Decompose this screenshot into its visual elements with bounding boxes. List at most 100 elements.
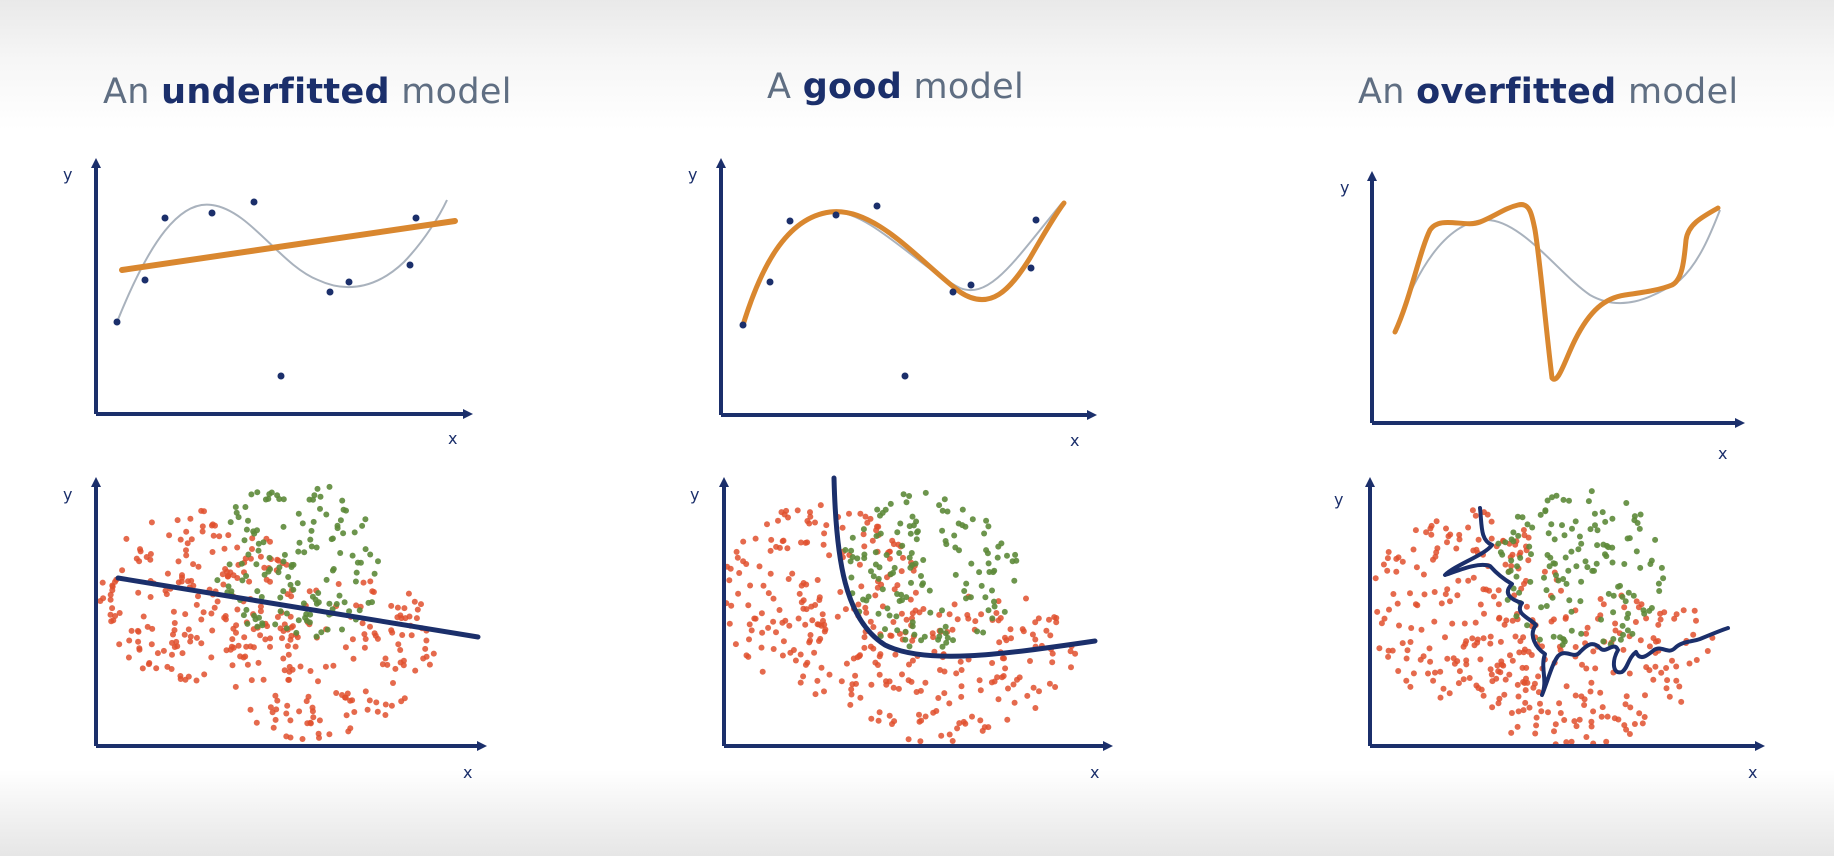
red-class-point [1508,729,1515,736]
red-class-point [758,610,765,617]
red-class-point [309,708,316,715]
red-class-point [286,668,293,675]
red-class-point [269,709,276,716]
red-class-point [1597,689,1604,696]
green-class-point [280,523,287,530]
red-class-point [169,651,175,658]
red-class-point [316,717,323,724]
red-class-point [1455,680,1462,687]
red-class-point [758,644,765,651]
red-class-point [164,570,171,577]
red-class-point [397,647,404,653]
green-class-point [1625,610,1632,617]
green-class-point [879,586,886,593]
red-class-point [886,712,893,719]
red-class-point [905,677,912,684]
red-class-point [876,709,883,716]
red-class-point [745,602,752,609]
green-class-point [1609,544,1616,551]
red-class-point [134,627,141,634]
red-class-point [874,523,880,530]
title-emphasis: overfitted [1416,72,1617,112]
red-class-point [748,627,755,634]
red-class-point [1487,633,1494,640]
red-class-point [931,648,938,655]
green-class-point [1566,497,1572,504]
green-class-point [943,541,950,548]
red-class-point [883,678,889,685]
red-class-point [1032,705,1039,711]
red-class-point [1002,665,1009,672]
red-class-point [1384,567,1391,574]
red-class-point [951,601,958,608]
red-class-point [388,602,395,609]
red-class-point [166,532,173,539]
red-class-point [1428,522,1435,529]
red-class-point [891,718,898,725]
red-class-point [1010,681,1017,688]
green-class-point [243,526,250,533]
red-class-point [770,618,777,625]
red-class-point [1440,685,1447,692]
green-class-point [287,581,294,588]
green-class-point [956,547,962,554]
red-class-point [1418,626,1425,633]
red-class-point [123,535,130,542]
red-class-point [907,596,914,603]
green-class-point [847,558,854,565]
green-class-point [894,591,901,597]
red-class-point [229,636,236,643]
green-class-point [902,628,909,635]
red-class-point [400,662,407,669]
red-class-point [1592,665,1599,672]
green-class-point [336,592,343,599]
green-class-point [290,586,297,593]
red-class-point [1399,640,1406,647]
red-class-point [257,603,264,610]
red-class-point [1641,714,1648,720]
green-class-point [842,547,849,553]
red-class-point [177,673,184,679]
red-class-point [1637,637,1644,644]
red-class-point [260,676,267,683]
green-class-point [1559,522,1565,529]
red-class-point [322,663,329,670]
green-class-point [1578,540,1585,547]
red-class-point [1611,715,1618,722]
decision-boundary [115,575,481,640]
red-class-point [1431,618,1438,625]
green-class-point [252,616,259,623]
title-prefix: A [767,67,792,107]
green-class-point [356,607,363,614]
red-class-point [390,680,396,686]
red-class-point [1522,699,1529,706]
classification-plot-underfitted: y x [63,477,487,782]
red-class-point [374,635,381,642]
green-class-point [944,508,951,515]
data-point [901,372,909,380]
green-class-point [1619,622,1626,629]
red-class-point [823,522,830,529]
red-class-point [168,666,175,672]
green-class-point [914,528,921,535]
red-class-point [1612,620,1619,627]
red-class-point [935,695,942,701]
x-axis-label: x [1070,431,1079,450]
green-class-point [293,629,300,636]
green-class-point [228,588,235,595]
red-class-point [1643,615,1650,622]
green-class-point [995,543,1002,550]
red-class-point [183,528,190,535]
red-class-point [1514,681,1521,688]
red-class-point [1005,685,1011,692]
red-class-point [382,655,389,662]
green-class-point [1495,540,1502,547]
red-class-point [255,659,262,666]
green-class-point [1629,630,1636,637]
red-class-point [126,637,133,644]
red-class-point [422,645,429,652]
title-suffix: model [913,67,1025,107]
red-class-point [988,679,995,686]
red-class-point [304,720,311,727]
red-class-point [856,653,863,660]
